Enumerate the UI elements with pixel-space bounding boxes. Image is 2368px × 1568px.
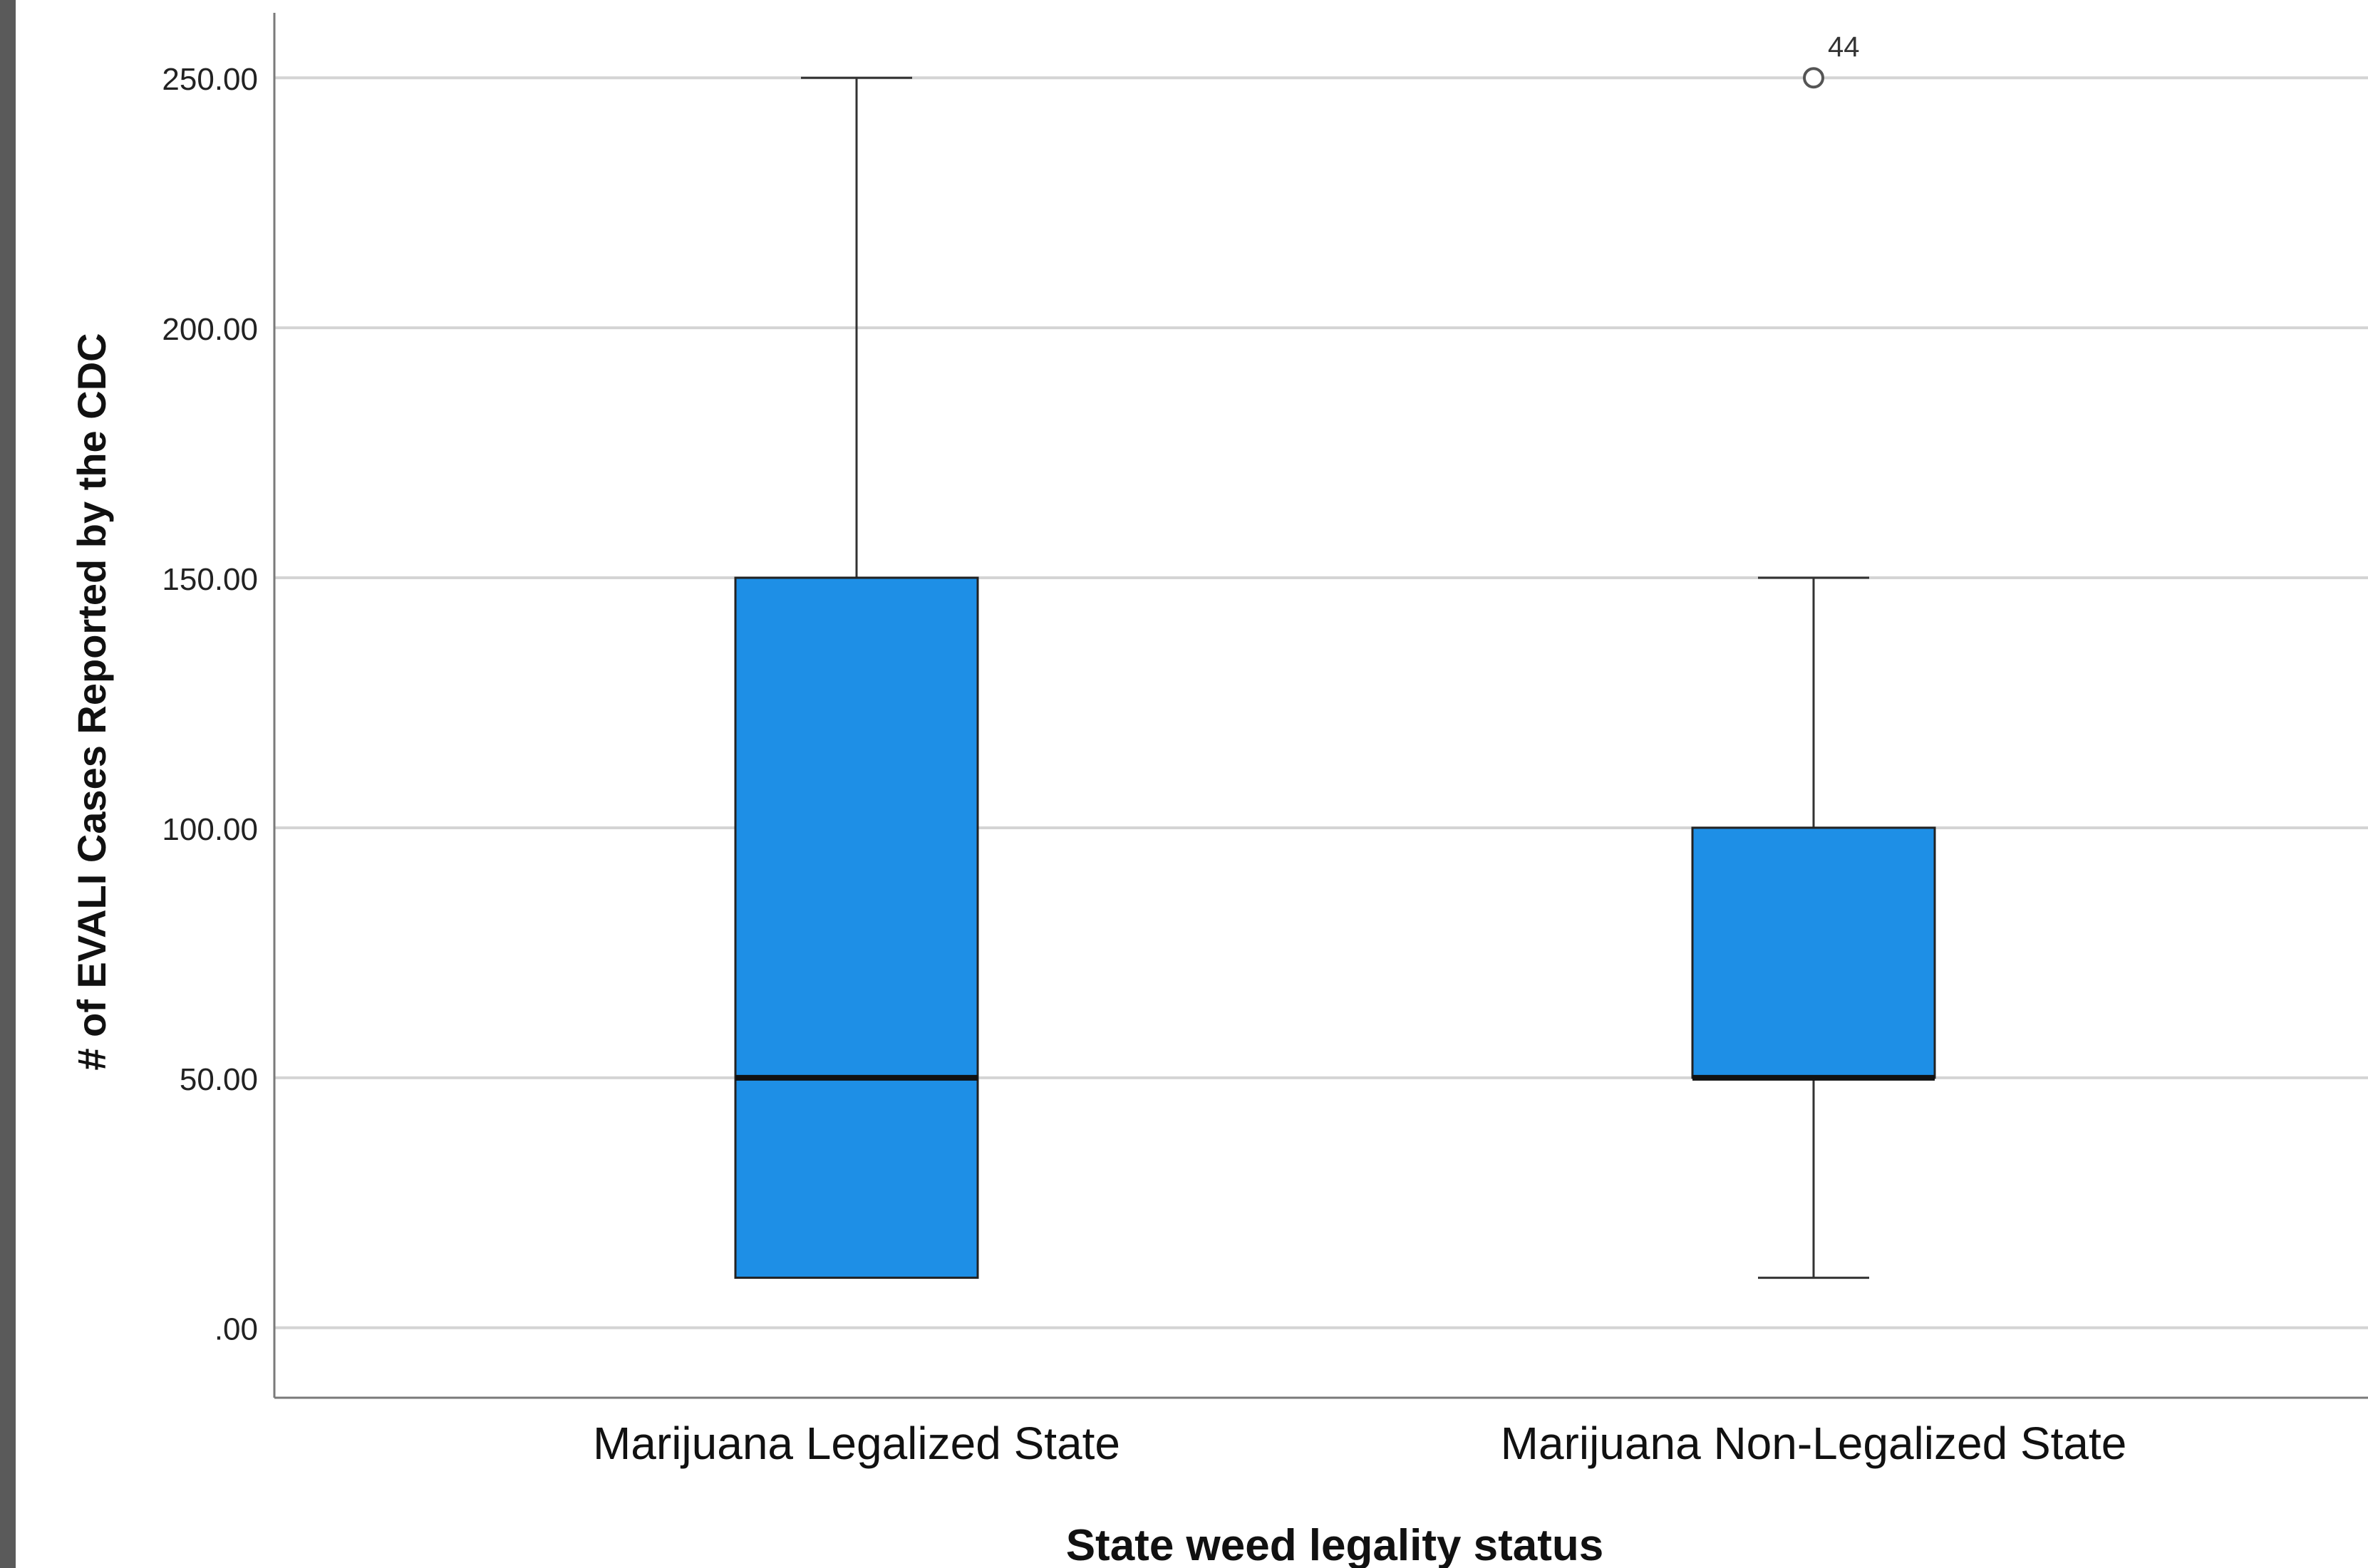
y-tick-labels: .00 50.00 100.00 150.00 200.00 250.00: [162, 62, 258, 1347]
window-edge-bar: [0, 0, 16, 1568]
y-tick-label: 100.00: [162, 812, 258, 847]
y-tick-label: 200.00: [162, 312, 258, 347]
box-iqr: [1691, 826, 1936, 1079]
outlier-label: 44: [1828, 31, 1860, 63]
x-axis-title: State weed legality status: [1066, 1521, 1604, 1568]
y-tick-label: 250.00: [162, 62, 258, 97]
grid-lines: [274, 76, 2368, 1329]
y-tick-label: .00: [214, 1312, 258, 1347]
axes: [273, 13, 2368, 1399]
box-iqr: [734, 576, 979, 1279]
y-tick-label: 50.00: [180, 1062, 258, 1097]
x-category-labels: Marijuana Legalized State Marijuana Non-L…: [593, 1418, 2126, 1469]
y-axis-title: # of EVALI Cases Reported by the CDC: [69, 333, 114, 1070]
x-category-label: Marijuana Non-Legalized State: [1501, 1418, 2127, 1469]
x-category-label: Marijuana Legalized State: [593, 1418, 1120, 1469]
boxes: 44: [734, 31, 1936, 1279]
y-tick-label: 150.00: [162, 562, 258, 597]
outlier-point: [1803, 67, 1824, 89]
